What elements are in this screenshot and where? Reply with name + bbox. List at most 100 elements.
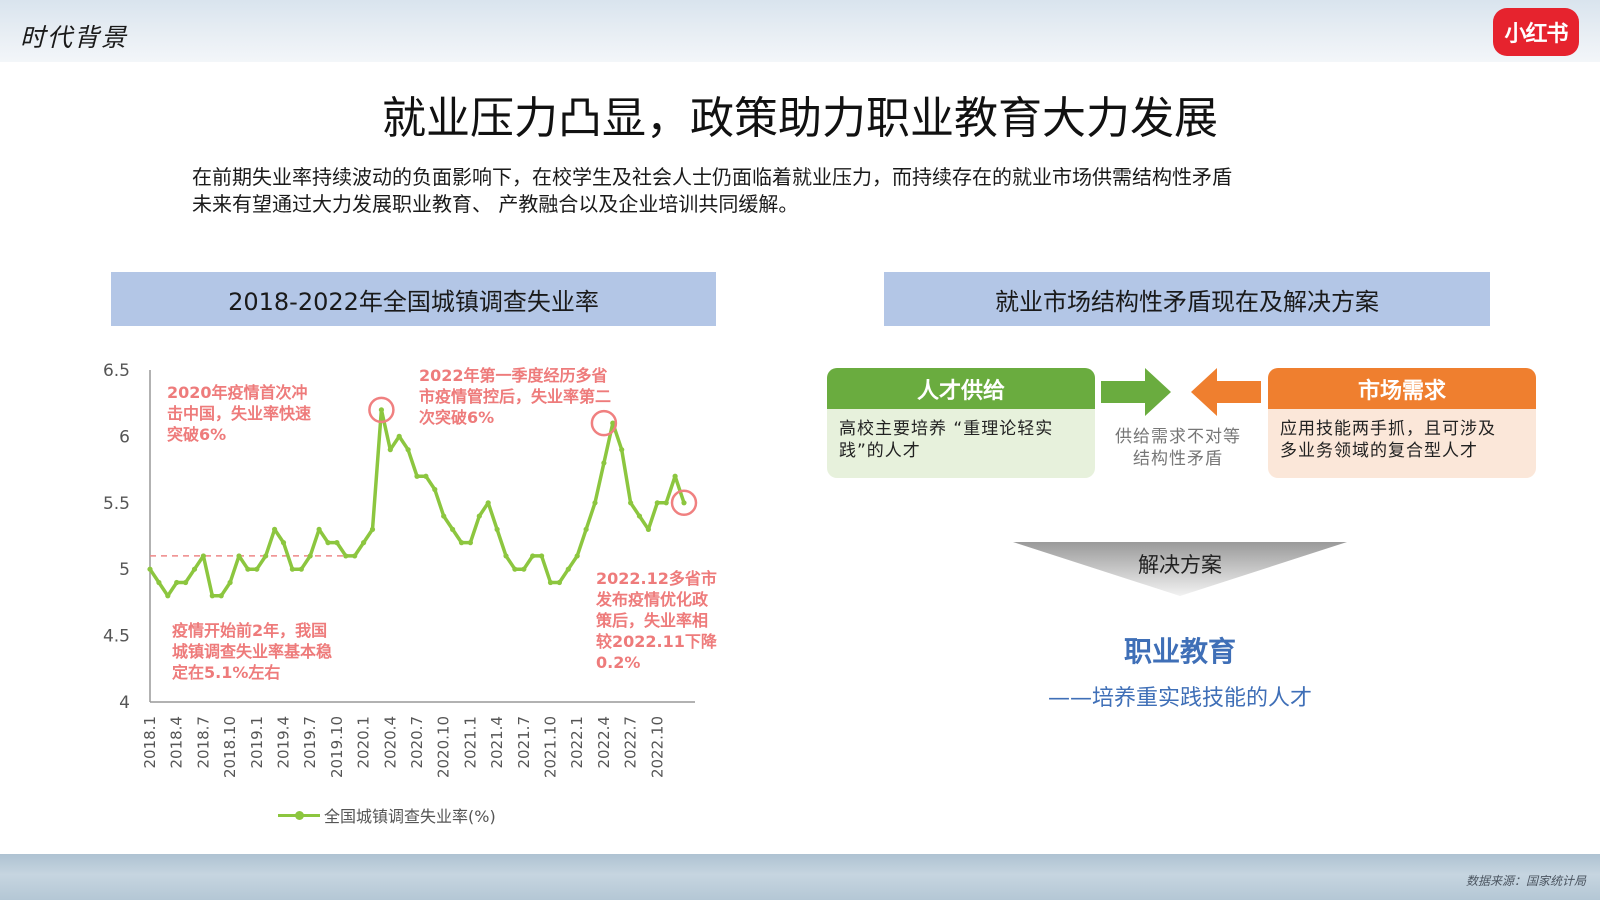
x-tick-label: 2021.1	[461, 716, 479, 769]
x-tick-label: 2021.10	[542, 716, 560, 778]
data-point	[254, 566, 260, 572]
legend-label: 全国城镇调查失业率(%)	[324, 807, 496, 826]
funnel-down-arrow-icon	[1013, 542, 1347, 596]
data-point	[423, 473, 429, 479]
highlight-circle	[368, 396, 395, 424]
x-tick-label: 2020.4	[381, 716, 399, 769]
data-point	[494, 526, 500, 532]
x-tick-label: 2020.10	[435, 716, 453, 778]
x-tick-label: 2019.1	[248, 716, 266, 769]
annotation-2020: 2020年疫情首次冲 击中国，失业率快速 突破6%	[167, 383, 312, 444]
right-arrow-icon	[1101, 368, 1171, 416]
data-point	[565, 566, 571, 572]
data-point	[547, 579, 554, 586]
data-point	[672, 473, 678, 479]
talent-supply-box: 人才供给 高校主要培养 “重理论轻实 践”的人才	[827, 368, 1095, 478]
data-point	[681, 500, 687, 506]
x-tick-label: 2018.1	[141, 716, 159, 769]
data-point	[316, 526, 322, 532]
data-point	[396, 433, 402, 439]
data-point	[583, 526, 589, 532]
xiaohongshu-logo: 小红书	[1493, 8, 1579, 56]
data-point	[530, 553, 536, 559]
data-point	[245, 566, 251, 572]
data-point	[361, 540, 367, 546]
highlight-circle	[670, 489, 698, 517]
y-tick-label: 5	[119, 560, 130, 580]
chart-panel-header: 2018-2022年全国城镇调查失业率	[111, 272, 716, 326]
x-tick-label: 2020.7	[408, 716, 426, 769]
y-tick-label: 4	[119, 693, 130, 713]
x-tick-label: 2020.1	[355, 716, 373, 769]
solution-panel-header: 就业市场结构性矛盾现在及解决方案	[884, 272, 1490, 326]
data-point	[183, 579, 189, 586]
data-point	[218, 593, 224, 599]
data-point	[645, 526, 652, 532]
chart-legend: 全国城镇调查失业率(%)	[278, 803, 496, 827]
y-tick-label: 5.5	[103, 494, 130, 514]
data-point	[200, 553, 206, 559]
solution-funnel	[1013, 542, 1347, 596]
data-point	[503, 553, 509, 559]
data-point	[156, 579, 162, 586]
data-source: 数据来源：国家统计局	[1465, 874, 1586, 888]
data-point	[280, 540, 287, 546]
data-point	[467, 540, 473, 546]
data-point	[325, 540, 331, 546]
x-tick-label: 2018.4	[168, 716, 186, 769]
x-tick-label: 2022.7	[622, 716, 640, 769]
section-title: 时代背景	[20, 23, 129, 52]
top-banner	[0, 0, 1600, 62]
data-point	[592, 500, 598, 506]
talent-supply-title: 人才供给	[827, 368, 1095, 409]
data-point	[165, 593, 171, 599]
x-tick-label: 2018.10	[221, 716, 239, 778]
market-demand-box: 市场需求 应用技能两手抓，且可涉及 多业务领域的复合型人才	[1268, 368, 1536, 478]
data-point	[227, 579, 233, 586]
highlight-circle	[590, 409, 618, 437]
left-arrow-icon	[1191, 368, 1261, 416]
data-point	[263, 553, 269, 559]
data-point	[343, 553, 349, 559]
data-point	[574, 553, 580, 559]
data-point	[236, 553, 242, 559]
data-point	[450, 526, 456, 532]
x-tick-label: 2021.4	[488, 716, 506, 769]
data-point	[476, 513, 482, 519]
x-tick-label: 2022.1	[568, 716, 586, 769]
data-point	[539, 553, 545, 559]
x-tick-label: 2022.4	[595, 716, 613, 769]
data-point	[334, 540, 340, 546]
data-point	[298, 566, 304, 572]
data-point	[414, 473, 420, 479]
unemployment-line-chart: 6.5 6 5.5 5 4.5 4 2018.1 2018.4 2018.7 2018.10 201…	[103, 361, 698, 778]
structural-conflict-text: 供给需求不对等 结构性矛盾	[1115, 427, 1241, 469]
data-point	[512, 566, 518, 572]
intro-paragraph: 在前期失业率持续波动的负面影响下，在校学生及社会人士仍面临着就业压力，而持续存在…	[192, 164, 1432, 218]
bottom-banner	[0, 854, 1600, 900]
data-point	[663, 500, 669, 506]
data-point	[610, 420, 616, 426]
x-tick-label: 2019.10	[328, 716, 346, 778]
data-point	[628, 500, 634, 506]
talent-supply-text: 高校主要培养 “重理论轻实 践”的人才	[839, 419, 1054, 461]
data-point	[636, 513, 643, 519]
x-tick-label: 2021.7	[515, 716, 533, 769]
market-demand-text: 应用技能两手抓，且可涉及 多业务领域的复合型人才	[1280, 419, 1496, 461]
data-point	[619, 447, 625, 453]
x-tick-label: 2019.4	[275, 716, 293, 769]
data-point	[601, 460, 607, 466]
annotation-pre-pandemic: 疫情开始前2年，我国 城镇调查失业率基本稳 定在5.1%左右	[172, 621, 333, 682]
vocational-education-subtitle: ——培养重实践技能的人才	[1047, 686, 1312, 711]
data-point	[378, 407, 384, 413]
data-point	[369, 526, 376, 532]
data-point	[432, 486, 438, 493]
data-point	[289, 566, 295, 572]
x-tick-label: 2019.7	[301, 716, 319, 769]
data-point	[209, 593, 215, 599]
data-point	[458, 540, 465, 546]
x-tick-label: 2018.7	[194, 716, 212, 769]
y-tick-label: 6	[119, 427, 130, 447]
market-demand-title: 市场需求	[1268, 368, 1536, 409]
y-tick-label: 4.5	[103, 627, 130, 647]
